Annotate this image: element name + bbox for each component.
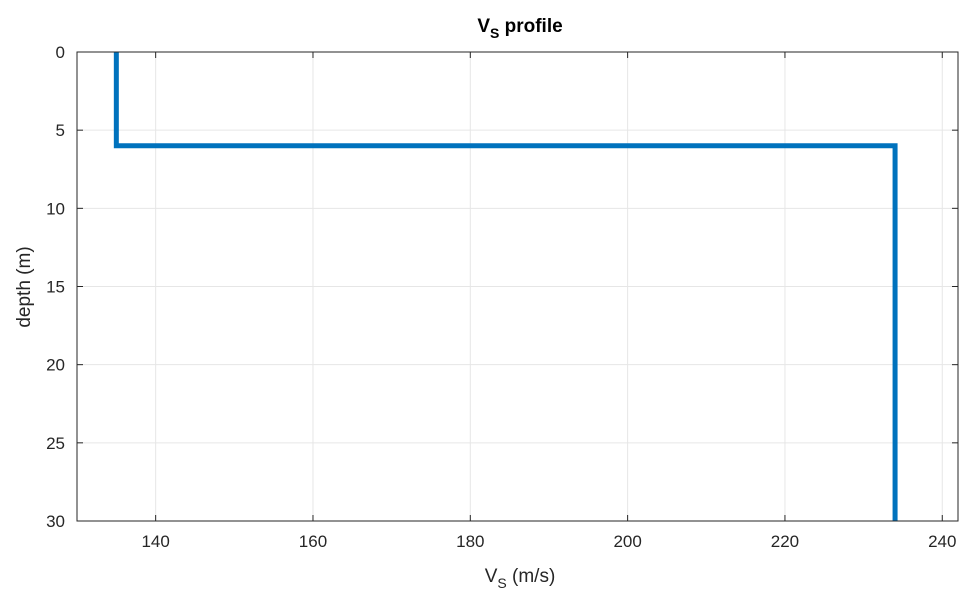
- chart-title-rest: profile: [499, 16, 562, 37]
- x-axis-title-subscript: S: [497, 575, 506, 591]
- tick-labels: 140 160 180 200 220 240 0 5 10 15 20 25 30: [46, 43, 956, 551]
- x-tick-label: 200: [613, 532, 641, 551]
- chart-title-subscript: S: [490, 25, 499, 41]
- x-tick-label: 220: [771, 532, 799, 551]
- series-layer: [113, 52, 898, 521]
- x-axis-title-main: V: [485, 566, 498, 587]
- axes: [76, 51, 959, 522]
- y-tick-label: 15: [46, 278, 65, 297]
- y-tick-label: 25: [46, 434, 65, 453]
- x-axis-title: VS (m/s): [485, 566, 556, 591]
- x-tick-label: 180: [456, 532, 484, 551]
- y-tick-label: 30: [46, 512, 65, 531]
- vs-profile-line: [113, 52, 898, 521]
- x-tick-label: 240: [928, 532, 956, 551]
- x-tick-label: 160: [299, 532, 327, 551]
- y-tick-label: 5: [56, 121, 65, 140]
- y-axis-title: depth (m): [14, 246, 35, 327]
- chart-title: VS profile: [477, 16, 562, 41]
- y-tick-label: 20: [46, 356, 65, 375]
- x-tick-label: 140: [141, 532, 169, 551]
- y-tick-label: 10: [46, 199, 65, 218]
- x-axis-title-rest: (m/s): [507, 566, 556, 587]
- y-tick-label: 0: [56, 43, 65, 62]
- chart-title-main: V: [477, 16, 490, 37]
